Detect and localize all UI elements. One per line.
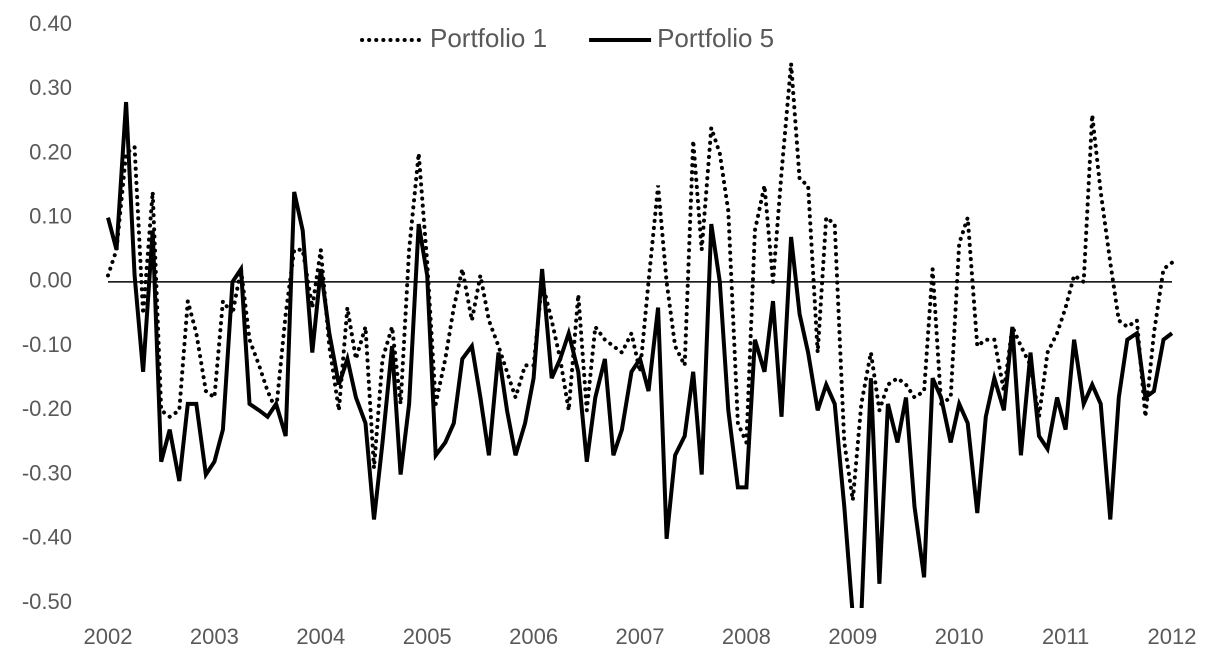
y-tick-label: -0.40 xyxy=(22,525,72,550)
legend-label: Portfolio 5 xyxy=(657,23,774,53)
y-tick-label: -0.20 xyxy=(22,396,72,421)
x-tick-label: 2006 xyxy=(509,624,558,649)
y-tick-label: 0.40 xyxy=(29,11,72,36)
x-tick-label: 2007 xyxy=(616,624,665,649)
x-tick-label: 2008 xyxy=(722,624,771,649)
y-tick-label: 0.30 xyxy=(29,75,72,100)
plot-area xyxy=(106,63,1174,608)
line-series xyxy=(106,101,1174,608)
x-tick-label: 2009 xyxy=(828,624,877,649)
y-tick-label: -0.10 xyxy=(22,332,72,357)
x-tick-label: 2002 xyxy=(84,624,133,649)
x-tick-label: 2004 xyxy=(296,624,345,649)
y-tick-label: 0.20 xyxy=(29,139,72,164)
y-tick-label: 0.00 xyxy=(29,268,72,293)
x-tick-label: 2012 xyxy=(1148,624,1197,649)
x-tick-label: 2005 xyxy=(403,624,452,649)
y-tick-label: 0.10 xyxy=(29,203,72,228)
y-tick-label: -0.30 xyxy=(22,460,72,485)
x-tick-label: 2010 xyxy=(935,624,984,649)
y-tick-label: -0.50 xyxy=(22,589,72,614)
line-series xyxy=(106,63,1174,501)
x-tick-label: 2003 xyxy=(190,624,239,649)
legend-label: Portfolio 1 xyxy=(430,23,547,53)
x-tick-label: 2011 xyxy=(1042,624,1089,649)
